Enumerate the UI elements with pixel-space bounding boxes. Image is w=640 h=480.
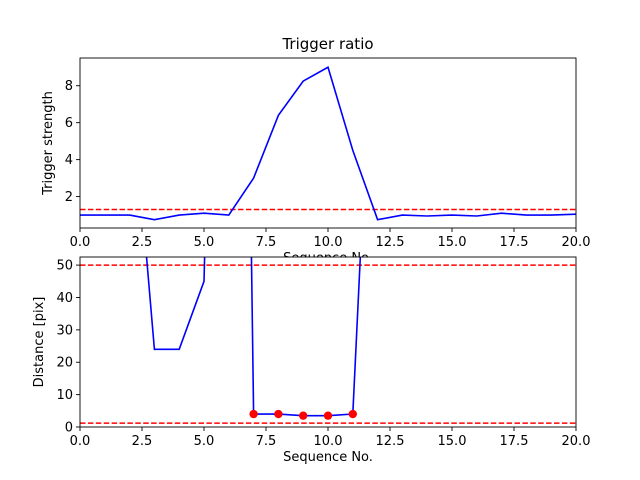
- x-tick-label: 7.5: [256, 434, 277, 449]
- y-tick-label: 4: [65, 153, 73, 168]
- y-tick-label: 10: [56, 388, 73, 403]
- data-point: [348, 409, 357, 419]
- axes-frame: [79, 57, 577, 229]
- y-tick-label: 40: [56, 291, 73, 306]
- series-line: [80, 66, 576, 221]
- x-tick-label: 7.5: [256, 235, 277, 250]
- x-axis-label: Sequence No.: [283, 450, 373, 465]
- x-tick-label: 10.0: [314, 235, 343, 250]
- y-axis-label: Trigger strength: [41, 91, 56, 196]
- y-tick-label: 20: [56, 356, 73, 371]
- plot-data: [80, 257, 576, 424]
- y-tick-label: 50: [56, 259, 73, 274]
- x-tick-label: 15.0: [438, 434, 467, 449]
- y-tick-label: 2: [65, 190, 73, 205]
- x-tick-label: 2.5: [132, 235, 153, 250]
- y-axis-label: Distance [pix]: [32, 297, 47, 388]
- x-tick-label: 2.5: [132, 434, 153, 449]
- lower-panel-background: [80, 257, 576, 266]
- chart-1: 0.0 2.5 5.0 7.5 10.0 12.5 15.0 17.5 20.0 2 4 6 8 Trig…: [41, 35, 590, 266]
- plot-data: [80, 66, 576, 221]
- x-tick-label: 0.0: [70, 434, 91, 449]
- y-tick-label: 30: [56, 323, 73, 338]
- x-tick-label: 20.0: [562, 235, 591, 250]
- chart-title: Trigger ratio: [281, 35, 373, 53]
- x-tick-label: 15.0: [438, 235, 467, 250]
- x-tick-label: 17.5: [500, 434, 529, 449]
- x-tick-label: 5.0: [194, 235, 215, 250]
- data-point: [274, 409, 283, 419]
- data-point: [323, 411, 333, 420]
- x-tick-label: 0.0: [70, 235, 91, 250]
- chart-2: 0.0 2.5 5.0 7.5 10.0 12.5 15.0 17.5 20.0 0 10 20 30 4…: [32, 256, 591, 465]
- x-tick-label: 12.5: [376, 235, 405, 250]
- y-tick-label: 8: [65, 79, 73, 94]
- data-point: [249, 409, 258, 419]
- y-tick-label: 0: [65, 421, 73, 436]
- x-tick-label: 17.5: [500, 235, 529, 250]
- x-tick-label: 20.0: [562, 434, 591, 449]
- x-tick-label: 5.0: [194, 434, 215, 449]
- data-point: [299, 411, 308, 420]
- x-tick-label: 12.5: [376, 434, 405, 449]
- y-tick-label: 6: [65, 116, 73, 131]
- x-tick-label: 10.0: [314, 434, 343, 449]
